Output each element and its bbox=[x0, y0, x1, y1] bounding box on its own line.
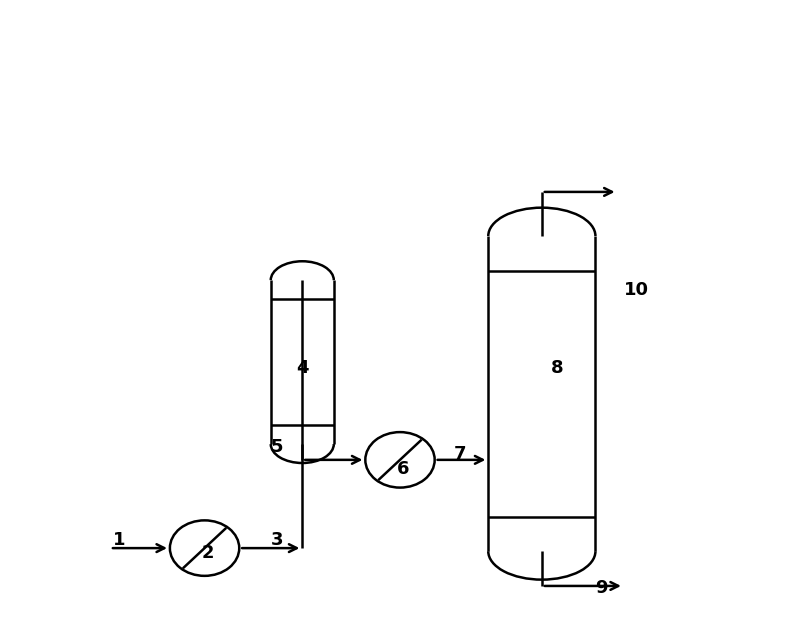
Text: 9: 9 bbox=[595, 579, 608, 597]
Text: 2: 2 bbox=[202, 544, 214, 562]
Text: 1: 1 bbox=[114, 531, 126, 549]
Text: 3: 3 bbox=[271, 531, 283, 549]
Text: 5: 5 bbox=[271, 438, 283, 456]
Text: 6: 6 bbox=[397, 460, 410, 478]
Text: 4: 4 bbox=[296, 359, 309, 377]
Text: 10: 10 bbox=[624, 280, 649, 299]
Text: 8: 8 bbox=[551, 359, 564, 377]
Text: 7: 7 bbox=[454, 445, 466, 462]
